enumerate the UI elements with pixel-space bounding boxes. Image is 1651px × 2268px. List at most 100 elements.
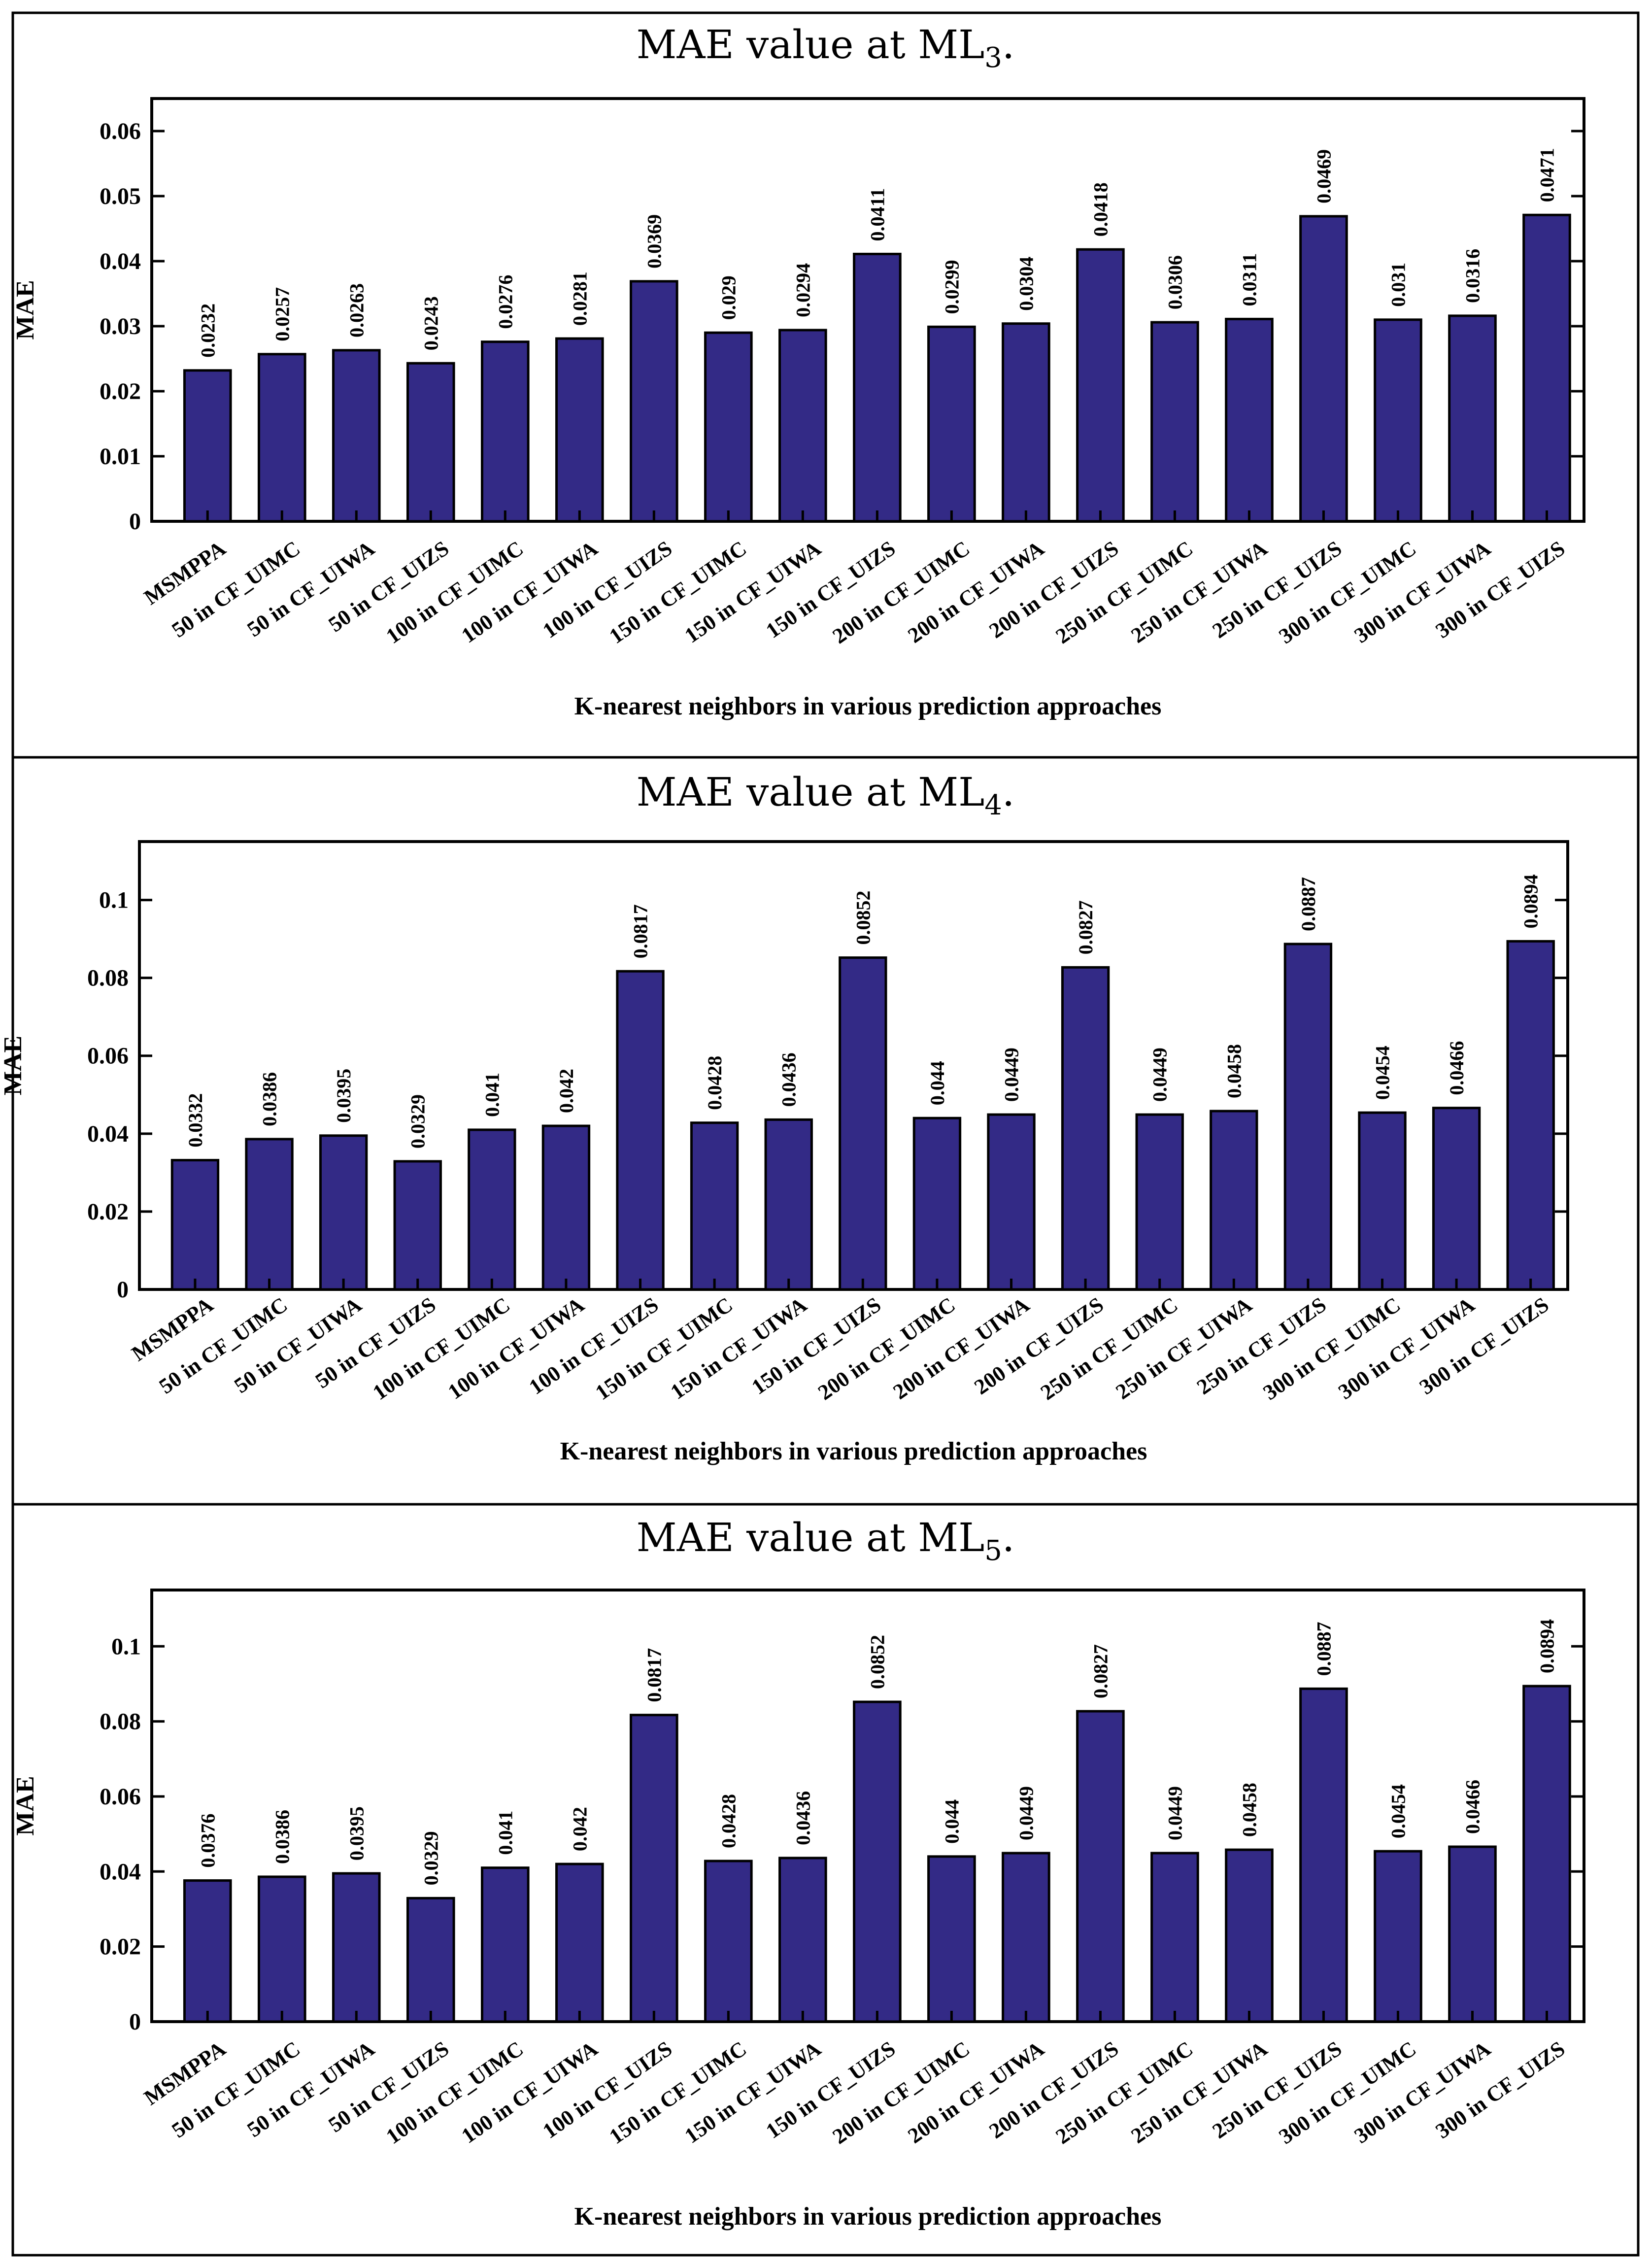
data-label: 0.0454 [1372,1046,1394,1100]
bar-6 [541,1124,591,1291]
data-label: 0.0449 [1001,1048,1023,1102]
data-label: 0.041 [481,1073,503,1117]
y-axis-label: MAE [11,280,39,339]
data-label: 0.0827 [1075,900,1097,954]
bar-4 [406,362,455,523]
data-label: 0.0436 [778,1052,800,1107]
y-tick-label: 0.08 [87,965,129,991]
y-tick-label: 0.1 [111,1633,141,1659]
bar-3 [332,1872,381,2023]
bar-14 [1150,321,1199,523]
data-label: 0.0817 [643,1648,665,1702]
bar-12 [987,1113,1036,1291]
data-label: 0.0369 [643,214,665,269]
data-label: 0.0418 [1089,182,1112,237]
bar-1 [170,1159,220,1291]
data-label: 0.0281 [569,271,591,326]
data-label: 0.0449 [1015,1786,1037,1840]
bar-13 [1076,248,1125,523]
y-tick-label: 0.02 [100,378,141,405]
bar-1 [183,369,232,523]
data-label: 0.0395 [333,1069,355,1123]
data-label: 0.0299 [941,260,963,314]
data-label: 0.0276 [494,275,516,329]
y-tick-label: 0.06 [100,1784,141,1810]
y-tick-label: 0.04 [100,248,141,274]
chart-title: MAE value at ML3. [637,22,1015,74]
data-label: 0.042 [569,1807,591,1851]
data-label: 0.0852 [852,891,874,945]
bar-18 [1448,1845,1497,2023]
bar-17 [1358,1111,1407,1291]
bar-14 [1135,1113,1184,1291]
data-label: 0.0428 [717,1794,740,1848]
data-label: 0.0471 [1536,148,1558,202]
data-label: 0.0887 [1313,1622,1335,1676]
bar-12 [1002,1852,1050,2023]
data-label: 0.0243 [420,296,442,350]
y-tick-label: 0 [129,2009,141,2035]
data-label: 0.0458 [1238,1783,1260,1837]
bar-4 [393,1160,442,1291]
chart-title: MAE value at ML4. [637,769,1015,821]
bar-13 [1076,1710,1125,2023]
bar-10 [853,252,902,523]
data-label: 0.0232 [197,304,219,358]
bar-9 [764,1118,813,1291]
data-label: 0.0449 [1164,1786,1186,1840]
data-label: 0.044 [941,1799,963,1844]
bar-5 [480,1866,530,2023]
data-label: 0.041 [494,1811,516,1855]
bar-18 [1448,314,1497,523]
data-label: 0.0306 [1164,255,1186,309]
x-axis-label: K-nearest neighbors in various predictio… [574,2202,1162,2231]
bar-15 [1225,1848,1274,2023]
y-tick-label: 0.02 [100,1934,141,1960]
data-label: 0.0469 [1313,149,1335,203]
bar-15 [1210,1110,1258,1291]
data-label: 0.0316 [1461,249,1483,303]
data-label: 0.029 [717,275,740,320]
data-label: 0.0376 [197,1814,219,1868]
bar-19 [1522,1685,1571,2023]
data-label: 0.0257 [271,287,293,341]
bar-7 [616,970,665,1291]
bar-5 [480,340,530,523]
bar-6 [555,1862,604,2023]
data-label: 0.0395 [345,1806,368,1861]
data-label: 0.0449 [1149,1048,1171,1102]
bar-17 [1374,1850,1422,2023]
data-label: 0.0466 [1446,1041,1468,1095]
chart-title: MAE value at ML5. [637,1515,1015,1567]
y-tick-label: 0.04 [100,1859,141,1885]
bar-9 [778,1857,827,2023]
bar-16 [1299,215,1348,523]
data-label: 0.0817 [630,904,652,958]
bar-8 [704,1860,753,2023]
data-label: 0.0454 [1387,1784,1409,1838]
y-tick-label: 0.01 [100,443,141,470]
data-label: 0.0411 [866,188,888,241]
y-tick-label: 0.05 [100,183,141,209]
bar-3 [332,349,381,523]
y-tick-label: 0.04 [87,1121,129,1147]
data-label: 0.0329 [407,1094,429,1149]
y-tick-label: 0.06 [100,118,141,144]
bar-7 [630,280,678,523]
bar-6 [555,337,604,523]
data-label: 0.0263 [345,283,368,338]
bar-14 [1150,1852,1199,2023]
bar-10 [839,956,887,1291]
bar-2 [245,1138,294,1291]
data-label: 0.042 [555,1069,577,1113]
bar-9 [778,329,827,523]
data-label: 0.0894 [1520,874,1542,928]
data-label: 0.0827 [1089,1644,1112,1698]
data-label: 0.044 [926,1061,948,1105]
bar-19 [1506,940,1555,1291]
data-label: 0.0466 [1461,1780,1483,1834]
data-label: 0.031 [1387,263,1409,307]
bar-11 [912,1117,962,1291]
data-label: 0.0294 [792,263,814,317]
bar-1 [183,1879,232,2023]
